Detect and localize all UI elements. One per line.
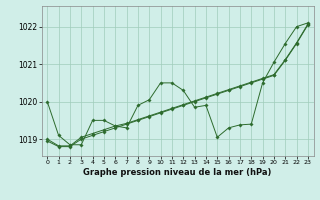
X-axis label: Graphe pression niveau de la mer (hPa): Graphe pression niveau de la mer (hPa) [84, 168, 272, 177]
